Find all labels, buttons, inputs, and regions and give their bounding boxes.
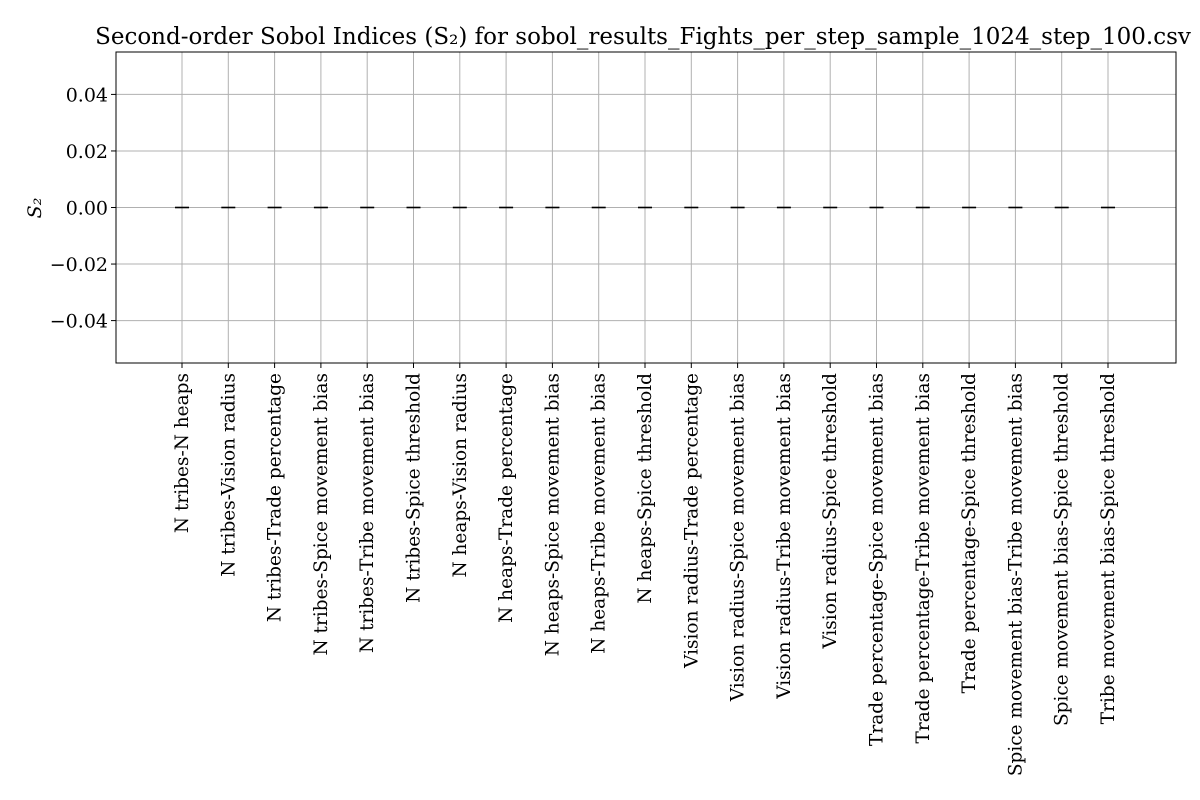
x-tick-label: N tribes-Spice threshold [404,373,425,603]
x-axis-ticks: N tribes-N heaps N tribes-Vision radius N … [172,363,1119,776]
x-tick-label: N tribes-Spice movement bias [311,373,332,656]
x-tick-label: N tribes-Trade percentage [265,373,286,622]
x-tick-label: Vision radius-Spice movement bias [728,373,749,702]
x-tick-label: Trade percentage-Spice threshold [959,373,980,693]
x-tick-label: Trade percentage-Spice movement bias [867,373,888,746]
y-axis-ticks: −0.04 −0.02 0.00 0.02 0.04 [50,84,116,333]
x-tick-label: N heaps-Tribe movement bias [589,373,610,654]
x-tick-label: Spice movement bias-Tribe movement bias [1005,373,1026,776]
y-tick-label: 0.02 [66,141,108,163]
x-tick-label: Spice movement bias-Spice threshold [1052,373,1073,726]
chart-title: Second-order Sobol Indices (S₂) for sobo… [95,24,1191,50]
y-axis-label: S₂ [24,198,46,219]
x-tick-label: N tribes-Tribe movement bias [357,373,378,653]
plot-area-frame [115,51,1177,364]
x-tick-label: N tribes-N heaps [172,373,193,533]
x-tick-label: N heaps-Vision radius [450,373,471,578]
x-tick-label: Trade percentage-Tribe movement bias [913,373,934,743]
y-tick-label: 0.00 [66,198,108,220]
x-tick-label: Vision radius-Tribe movement bias [774,373,795,700]
y-tick-label: −0.04 [50,311,108,333]
x-tick-label: N tribes-Vision radius [218,373,239,577]
x-tick-label: N heaps-Spice movement bias [542,373,563,656]
x-tick-label: N heaps-Trade percentage [496,373,517,623]
x-tick-label: Tribe movement bias-Spice threshold [1098,373,1119,724]
y-tick-label: 0.04 [66,84,108,106]
x-tick-label: N heaps-Spice threshold [635,373,656,604]
y-tick-label: −0.02 [50,254,108,276]
x-tick-label: Vision radius-Spice threshold [820,373,841,650]
x-tick-label: Vision radius-Trade percentage [681,373,702,669]
